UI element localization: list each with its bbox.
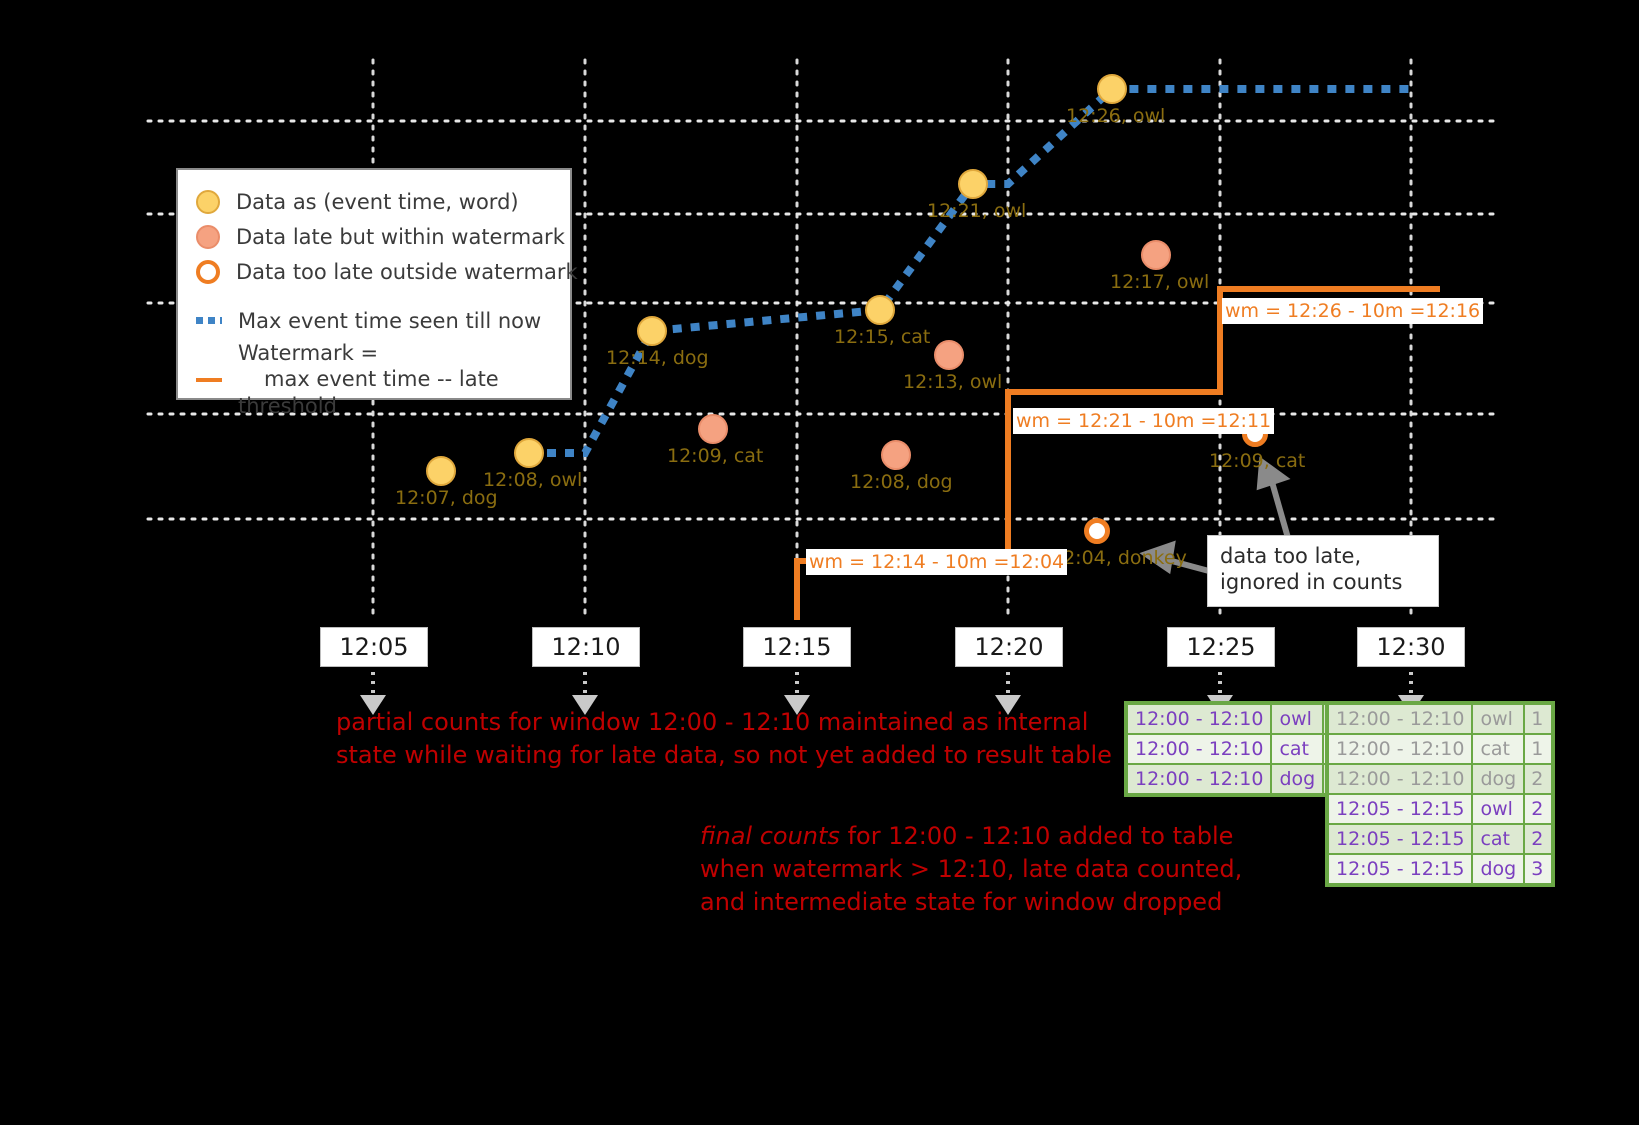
callout-line-1: data too late, [1220, 544, 1362, 568]
data-point-ontime [865, 295, 895, 325]
orange-solid-line-icon [196, 377, 222, 382]
data-point-label: 12:09, cat [1209, 450, 1306, 472]
legend-label: Data as (event time, word) [236, 189, 519, 214]
legend-item-toolate: Data too late outside watermark [196, 254, 578, 289]
word-cell: dog [1270, 763, 1325, 796]
data-point-label: 12:07, dog [395, 487, 498, 509]
window-cell: 12:00 - 12:10 [1325, 702, 1474, 735]
window-cell: 12:00 - 12:10 [1124, 702, 1273, 735]
data-point-ontime [637, 316, 667, 346]
watermark-step-series [794, 286, 1440, 620]
legend-watermark-label: Watermark = max event time -- late thres… [238, 340, 570, 419]
data-point-toolate [1084, 518, 1110, 544]
window-cell: 12:00 - 12:10 [1124, 733, 1273, 765]
filled-yellow-circle-icon [196, 189, 220, 214]
blue-dotted-line-icon [196, 317, 222, 324]
window-cell: 12:05 - 12:15 [1325, 853, 1474, 886]
legend-label: Max event time seen till now [238, 308, 542, 333]
annotation-line: when watermark > 12:10, late data counte… [700, 855, 1243, 884]
result-table-1230: 12:00 - 12:10 owl 1 12:00 - 12:10 cat 1 12:00 … [1325, 701, 1556, 887]
time-axis-tick: 12:10 [532, 627, 640, 667]
legend: Data as (event time, word) Data late but… [176, 168, 578, 418]
final-counts-note: final counts for 12:00 - 12:10 added to … [700, 820, 1243, 919]
count-cell: 2 [1523, 793, 1555, 825]
data-point-label: 12:21, owl [927, 200, 1027, 222]
partial-counts-note: partial counts for window 12:00 - 12:10 … [336, 706, 1112, 772]
watermark-value-label: wm = 12:14 - 10m =12:04 [806, 549, 1068, 575]
count-cell: 1 [1523, 702, 1555, 735]
annotation-line: state while waiting for late data, so no… [336, 741, 1112, 770]
data-point-ontime [426, 456, 456, 486]
data-point-label: 12:17, owl [1110, 271, 1210, 293]
window-cell: 12:00 - 12:10 [1325, 733, 1474, 765]
legend-label: Watermark = [238, 341, 379, 365]
window-cell: 12:05 - 12:15 [1325, 793, 1474, 825]
data-point-late [934, 340, 964, 370]
legend-item-late: Data late but within watermark [196, 219, 570, 254]
legend-label-2: max event time -- late threshold [238, 367, 499, 418]
window-cell: 12:05 - 12:15 [1325, 823, 1474, 855]
time-axis-tick: 12:05 [320, 627, 428, 667]
table-row: 12:05 - 12:15 cat 2 [1325, 823, 1555, 855]
data-point-label: 12:15, cat [834, 326, 931, 348]
legend-item-ontime: Data as (event time, word) [196, 184, 570, 219]
table-row: 12:05 - 12:15 owl 2 [1325, 793, 1555, 825]
time-axis-tick: 12:30 [1357, 627, 1465, 667]
data-point-ontime [514, 438, 544, 468]
annotation-line: partial counts for window 12:00 - 12:10 … [336, 708, 1089, 736]
count-cell: 3 [1523, 853, 1555, 886]
count-cell: 2 [1523, 823, 1555, 855]
data-point-label: 12:13, owl [903, 371, 1003, 393]
max-event-time-series [529, 85, 1415, 457]
callout-line-2: ignored in counts [1220, 569, 1403, 594]
filled-salmon-circle-icon [196, 224, 220, 249]
data-point-late [881, 440, 911, 470]
count-cell: 2 [1523, 763, 1555, 795]
data-point-label: 12:26, owl [1066, 105, 1166, 127]
legend-label: Data too late outside watermark [236, 259, 578, 284]
window-cell: 12:00 - 12:10 [1325, 763, 1474, 795]
word-cell: cat [1471, 823, 1526, 855]
data-point-late [1141, 240, 1171, 270]
time-axis-tick: 12:15 [743, 627, 851, 667]
data-point-ontime [958, 169, 988, 199]
data-point-label: 12:14, dog [606, 347, 709, 369]
data-point-ontime [1097, 74, 1127, 104]
table-row: 12:05 - 12:15 dog 3 [1325, 853, 1555, 886]
word-cell: owl [1471, 702, 1526, 735]
legend-label: Data late but within watermark [236, 224, 565, 249]
data-point-label: 12:04, donkey [1051, 547, 1187, 569]
word-cell: owl [1270, 702, 1325, 735]
word-cell: cat [1471, 733, 1526, 765]
word-cell: owl [1471, 793, 1526, 825]
data-point-label: 12:09, cat [667, 445, 764, 467]
window-cell: 12:00 - 12:10 [1124, 763, 1273, 796]
count-cell: 1 [1523, 733, 1555, 765]
data-point-label: 12:08, owl [483, 469, 583, 491]
word-cell: dog [1471, 853, 1526, 886]
word-cell: cat [1270, 733, 1325, 765]
legend-item-max-event-time: Max event time seen till now [196, 303, 570, 338]
annotation-line: and intermediate state for window droppe… [700, 888, 1223, 917]
time-axis-tick: 12:20 [955, 627, 1063, 667]
too-late-callout: data too late, ignored in counts [1207, 535, 1439, 607]
data-point-label: 12:08, dog [850, 471, 953, 493]
data-point-late [698, 414, 728, 444]
hollow-orange-circle-icon [196, 259, 220, 284]
word-cell: dog [1471, 763, 1526, 795]
time-axis-tick: 12:25 [1167, 627, 1275, 667]
watermark-value-label: wm = 12:21 - 10m =12:11 [1013, 408, 1275, 434]
annotation-line: final counts for 12:00 - 12:10 added to … [700, 822, 1234, 850]
watermark-value-label: wm = 12:26 - 10m =12:16 [1222, 298, 1484, 324]
